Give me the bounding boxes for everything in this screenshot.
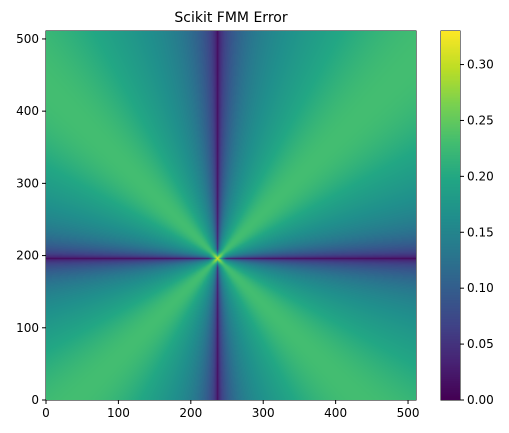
x-tick-label: 200 xyxy=(179,406,202,420)
colorbar xyxy=(441,31,460,400)
y-tick-label: 500 xyxy=(16,32,39,46)
y-tick-label: 300 xyxy=(16,176,39,190)
x-tick-label: 100 xyxy=(107,406,130,420)
y-tick-label: 100 xyxy=(16,321,39,335)
heatmap-image xyxy=(46,31,416,400)
chart-title: Scikit FMM Error xyxy=(174,10,287,26)
x-tick-label: 0 xyxy=(42,406,50,420)
x-tick-label: 400 xyxy=(324,406,347,420)
x-tick-label: 300 xyxy=(252,406,275,420)
colorbar-tick-label: 0.05 xyxy=(467,337,494,351)
colorbar-tick-label: 0.15 xyxy=(467,225,494,239)
colorbar-tick-label: 0.00 xyxy=(467,393,494,407)
y-tick-label: 0 xyxy=(31,393,39,407)
colorbar-tick-label: 0.30 xyxy=(467,58,494,72)
y-tick-label: 200 xyxy=(16,249,39,263)
x-tick-label: 500 xyxy=(397,406,420,420)
y-tick-label: 400 xyxy=(16,104,39,118)
colorbar-tick-label: 0.20 xyxy=(467,169,494,183)
colorbar-tick-label: 0.25 xyxy=(467,113,494,127)
x-axis: 0 100 200 300 400 500 xyxy=(42,400,419,420)
colorbar-axis: 0.00 0.05 0.10 0.15 0.20 0.25 0.30 xyxy=(460,58,494,407)
y-axis: 0 100 200 300 400 500 xyxy=(16,32,46,407)
colorbar-tick-label: 0.10 xyxy=(467,281,494,295)
